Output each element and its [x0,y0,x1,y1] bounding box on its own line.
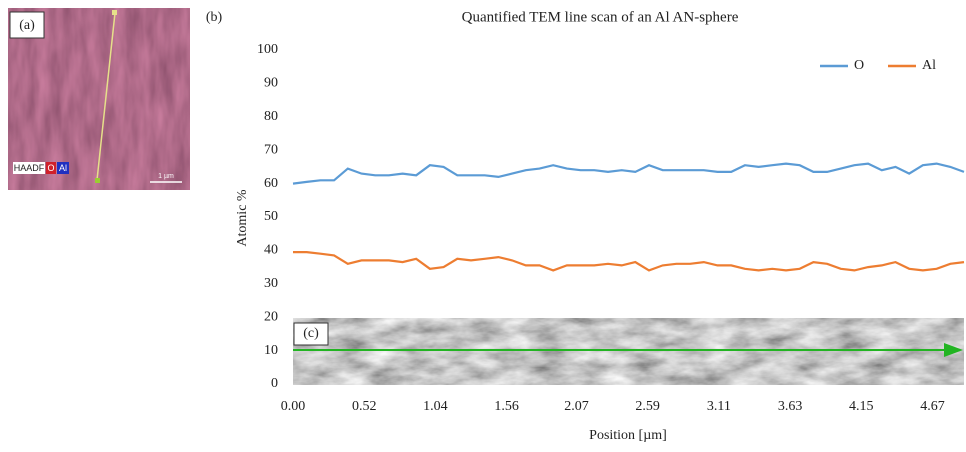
label-box [9,11,45,39]
y-tick-label: 90 [264,76,278,91]
image-c-texture [293,318,964,385]
x-tick-label: 1.56 [494,399,519,414]
panel-label: (a) [19,18,35,33]
x-tick-label: 3.11 [707,399,731,414]
y-tick-label: 30 [264,276,278,291]
x-tick-label: 0.00 [281,399,306,414]
legend-label: O [854,58,864,73]
series-line [293,251,965,272]
scan-end [95,178,100,183]
y-tick-label: 0 [271,376,278,391]
y-tick-label: 70 [264,142,278,157]
y-tick-label: 100 [257,42,278,57]
element-tag: Al [59,163,67,173]
panel-label: (c) [303,326,319,341]
x-axis-label: Position [µm] [589,428,667,443]
x-tick-label: 0.52 [352,399,377,414]
x-tick-label: 2.59 [635,399,660,414]
scan-start [112,10,117,15]
y-axis-label: Atomic % [235,189,250,246]
y-tick-label: 10 [264,343,278,358]
y-tick-label: 80 [264,109,278,124]
label-box [293,322,329,346]
panel-label: (b) [206,10,223,25]
x-tick-label: 3.63 [778,399,803,414]
y-tick-label: 50 [264,209,278,224]
y-tick-label: 40 [264,243,278,258]
x-tick-label: 1.04 [423,399,448,414]
chart-title: Quantified TEM line scan of an Al AN-sph… [462,9,739,25]
x-tick-label: 4.67 [920,399,945,414]
x-tick-label: 4.15 [849,399,874,414]
legend-label: Al [922,58,936,73]
scan-line [96,12,116,181]
image-c: (c) [293,318,964,385]
image-a: (a) HAADF O Al 1 µm [8,8,190,190]
y-tick-label: 60 [264,176,278,191]
detector-tag: HAADF [14,163,45,173]
x-tick-label: 2.07 [564,399,589,414]
series-line [292,162,965,185]
element-tag: O [47,163,54,173]
scale-label: 1 µm [158,173,174,180]
arrow-head [944,343,963,357]
y-tick-label: 20 [264,309,278,324]
tag-bg [57,162,69,174]
tag-bg [13,162,45,174]
tag-bg [46,162,56,174]
